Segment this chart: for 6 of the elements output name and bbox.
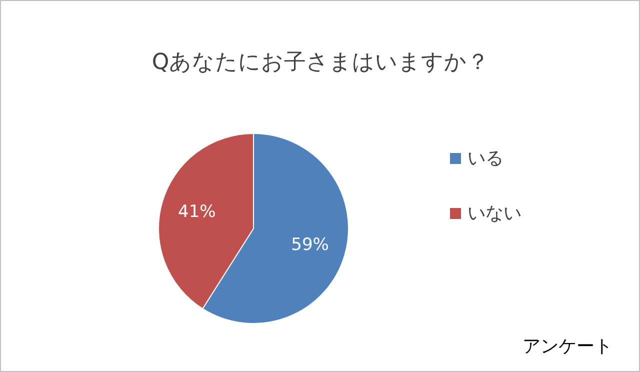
data-label: 59% (291, 234, 329, 255)
data-label: 41% (178, 202, 216, 222)
text: アンケート (522, 336, 612, 357)
chart-title: Qあなたにお子さまはいますか？ (152, 50, 490, 75)
legend-label: いない (468, 203, 522, 224)
legend-label: いる (468, 148, 504, 169)
